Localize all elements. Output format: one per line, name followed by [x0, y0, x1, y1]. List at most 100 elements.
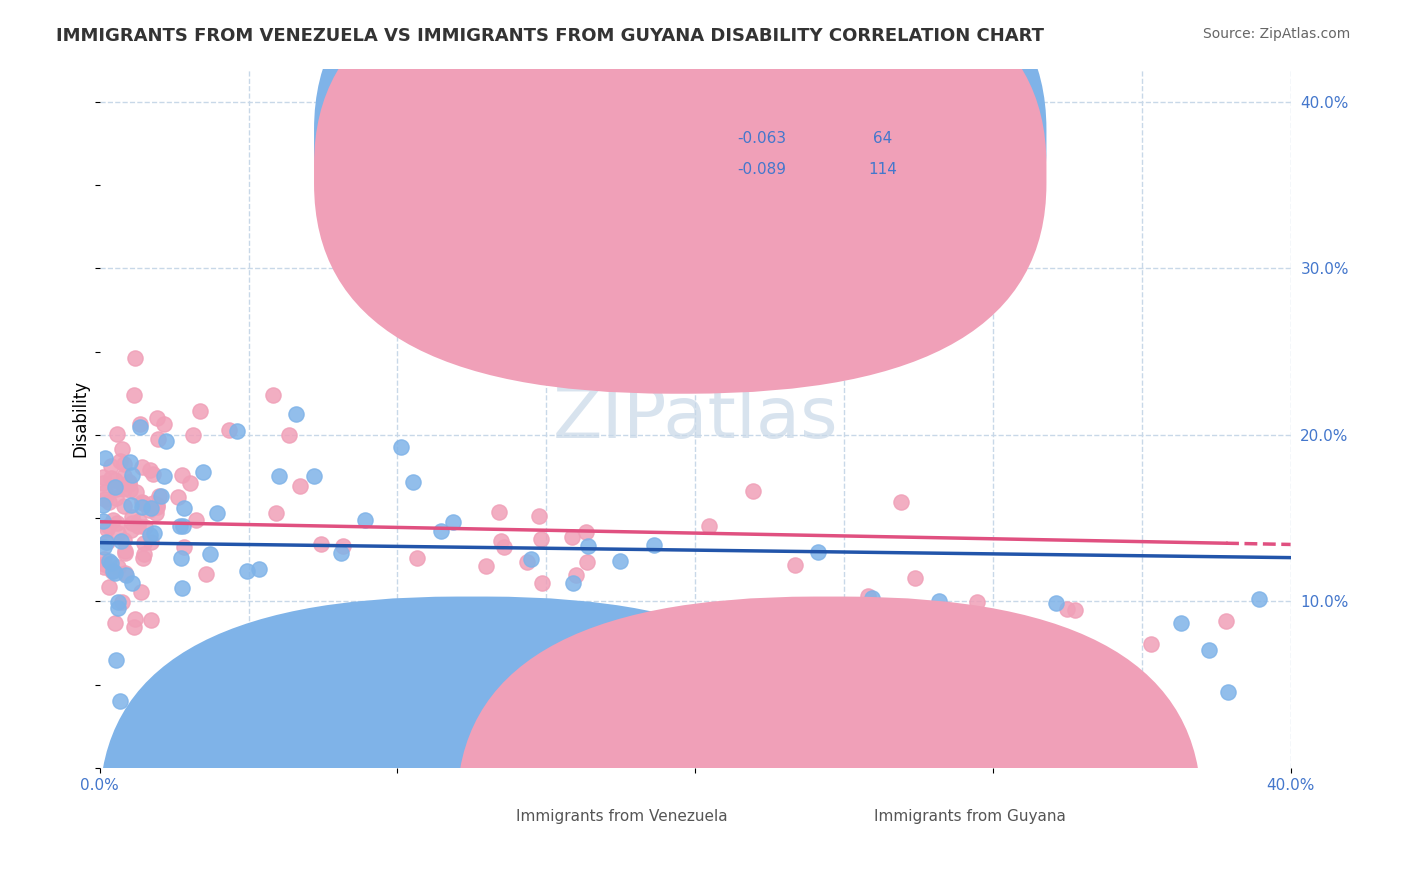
- Point: [112, 482, 135, 496]
- Point: [401, 475, 423, 489]
- Point: [146, 498, 169, 512]
- Point: [146, 411, 169, 425]
- Point: [207, 506, 229, 520]
- Point: [890, 694, 912, 708]
- Point: [105, 516, 128, 531]
- Text: 64: 64: [868, 131, 891, 146]
- Point: [108, 694, 131, 708]
- Point: [145, 506, 167, 520]
- Point: [406, 550, 429, 565]
- Point: [520, 552, 543, 566]
- Point: [643, 537, 665, 551]
- Point: [107, 525, 129, 540]
- Point: [94, 534, 117, 549]
- Point: [104, 491, 127, 505]
- FancyBboxPatch shape: [100, 597, 844, 892]
- Point: [118, 475, 141, 490]
- Point: [858, 589, 880, 603]
- Point: [97, 554, 120, 568]
- Point: [142, 496, 165, 510]
- Point: [105, 426, 128, 441]
- Point: [530, 532, 553, 546]
- Point: [389, 440, 412, 454]
- Point: [430, 524, 453, 538]
- Point: [516, 555, 538, 569]
- Point: [236, 564, 259, 578]
- Point: [218, 424, 240, 438]
- Text: Immigrants from Venezuela: Immigrants from Venezuela: [516, 809, 728, 824]
- Point: [114, 544, 136, 558]
- Point: [107, 600, 129, 615]
- Point: [104, 480, 127, 494]
- Point: [139, 528, 162, 542]
- Point: [609, 554, 631, 568]
- Point: [561, 530, 583, 544]
- Point: [262, 388, 284, 402]
- Point: [277, 428, 299, 442]
- Point: [1101, 694, 1123, 708]
- Point: [114, 545, 136, 559]
- Point: [93, 540, 115, 554]
- Point: [118, 483, 141, 498]
- Point: [120, 498, 142, 512]
- Point: [104, 615, 127, 630]
- Text: -0.089: -0.089: [737, 162, 786, 178]
- Point: [108, 453, 131, 467]
- Point: [111, 595, 134, 609]
- Point: [226, 424, 249, 438]
- Point: [134, 519, 156, 533]
- FancyBboxPatch shape: [314, 0, 1046, 359]
- Point: [309, 537, 332, 551]
- Point: [131, 495, 153, 509]
- Point: [104, 566, 127, 580]
- Point: [143, 525, 166, 540]
- Point: [194, 566, 217, 581]
- Point: [110, 533, 132, 548]
- Point: [129, 585, 152, 599]
- Point: [172, 519, 194, 533]
- Text: Immigrants from Guyana: Immigrants from Guyana: [873, 809, 1066, 824]
- Point: [488, 505, 510, 519]
- Point: [141, 613, 163, 627]
- Point: [93, 551, 115, 566]
- Point: [112, 469, 135, 483]
- Point: [531, 575, 554, 590]
- Point: [173, 540, 195, 554]
- Point: [100, 471, 122, 485]
- Point: [575, 525, 598, 540]
- Point: [475, 558, 498, 573]
- Text: IMMIGRANTS FROM VENEZUELA VS IMMIGRANTS FROM GUYANA DISABILITY CORRELATION CHART: IMMIGRANTS FROM VENEZUELA VS IMMIGRANTS …: [56, 27, 1045, 45]
- Point: [329, 546, 352, 560]
- Point: [91, 475, 114, 490]
- Point: [198, 547, 221, 561]
- Point: [132, 551, 155, 566]
- Point: [489, 533, 512, 548]
- Point: [134, 536, 156, 550]
- Point: [98, 495, 121, 509]
- Point: [100, 458, 122, 473]
- Point: [904, 571, 927, 585]
- Point: [94, 484, 117, 499]
- Point: [146, 433, 169, 447]
- Point: [284, 407, 307, 421]
- Point: [104, 473, 127, 487]
- Point: [188, 403, 211, 417]
- Point: [146, 500, 169, 515]
- Point: [105, 482, 128, 496]
- Point: [441, 515, 464, 529]
- Y-axis label: Disability: Disability: [72, 380, 89, 457]
- Point: [576, 539, 599, 553]
- Point: [141, 501, 163, 516]
- Point: [1045, 596, 1067, 610]
- Point: [575, 555, 598, 569]
- Point: [288, 479, 311, 493]
- Point: [247, 562, 270, 576]
- Point: [132, 495, 155, 509]
- Point: [494, 540, 516, 554]
- Point: [302, 468, 325, 483]
- Point: [94, 491, 117, 506]
- Point: [118, 477, 141, 491]
- Point: [170, 581, 193, 595]
- Point: [191, 466, 214, 480]
- Point: [697, 519, 720, 533]
